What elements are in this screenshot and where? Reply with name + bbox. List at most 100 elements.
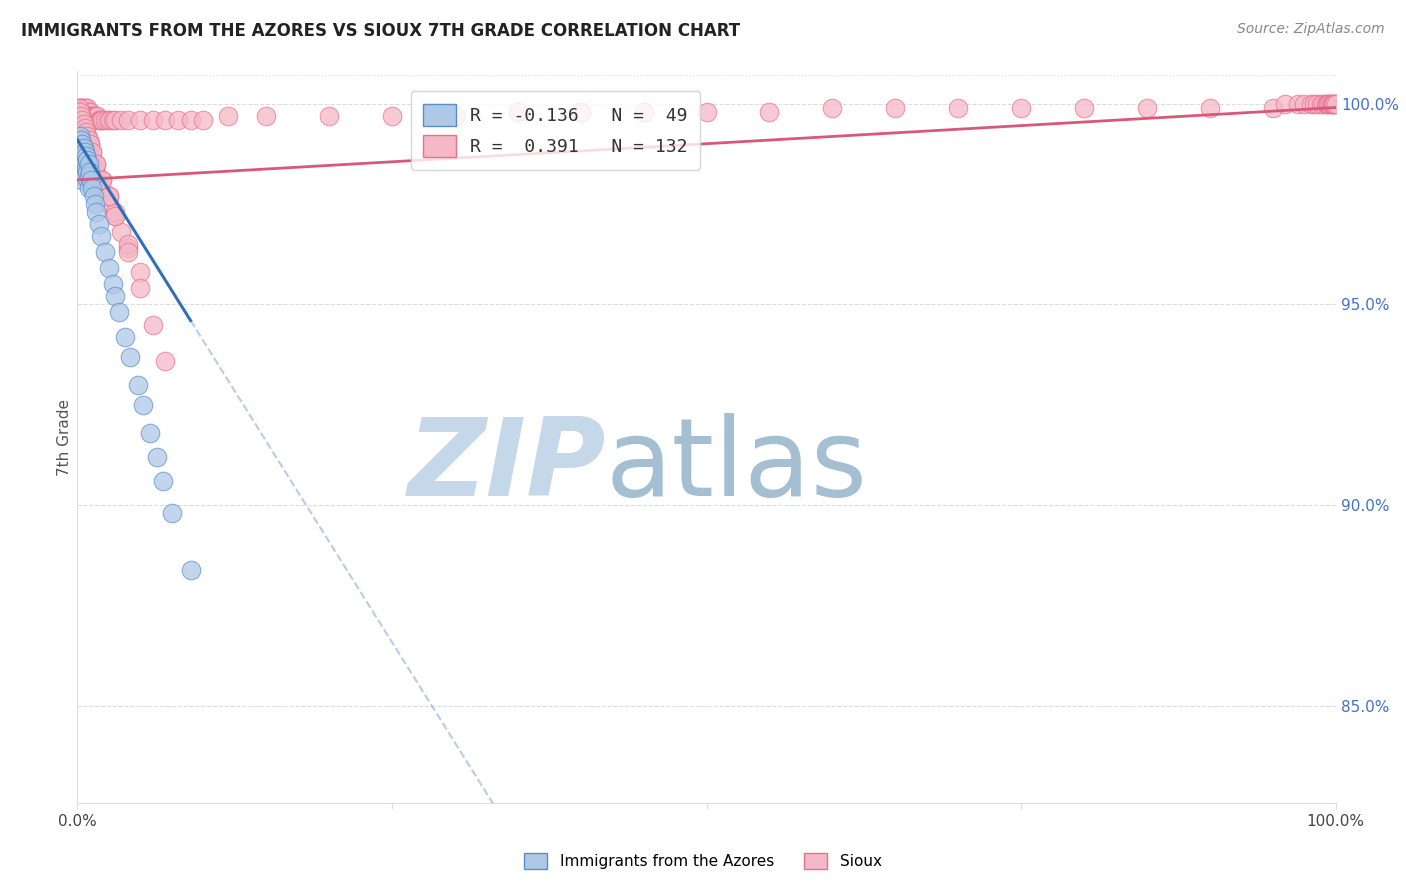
Point: [155, 353, 177, 368]
Y-axis label: 7th Grade: 7th Grade: [56, 399, 72, 475]
Point: [1320, 96, 1343, 111]
Point: [139, 425, 162, 440]
Point: [75, 149, 97, 163]
Point: [254, 109, 277, 123]
Point: [79, 165, 101, 179]
Point: [167, 112, 190, 127]
Point: [1317, 96, 1340, 111]
Point: [67, 161, 90, 175]
Point: [145, 450, 167, 465]
Point: [75, 109, 97, 123]
Point: [70, 109, 93, 123]
Point: [1319, 96, 1341, 111]
Point: [76, 153, 98, 167]
Point: [73, 169, 96, 183]
Point: [97, 261, 120, 276]
Point: [84, 109, 107, 123]
Point: [72, 101, 94, 115]
Point: [91, 173, 114, 187]
Point: [73, 120, 96, 135]
Point: [82, 181, 104, 195]
Point: [76, 128, 98, 143]
Point: [132, 398, 155, 412]
Point: [91, 185, 114, 199]
Point: [79, 136, 101, 151]
Point: [90, 112, 112, 127]
Point: [142, 318, 165, 332]
Point: [1010, 101, 1032, 115]
Point: [1323, 96, 1346, 111]
Point: [120, 350, 142, 364]
Point: [96, 112, 118, 127]
Point: [884, 101, 907, 115]
Point: [77, 104, 100, 119]
Point: [104, 112, 127, 127]
Point: [110, 225, 132, 239]
Point: [82, 153, 104, 167]
Point: [73, 104, 96, 119]
Point: [1316, 96, 1339, 111]
Legend: R = -0.136   N =  49, R =  0.391   N = 132: R = -0.136 N = 49, R = 0.391 N = 132: [411, 91, 700, 169]
Point: [67, 101, 90, 115]
Point: [70, 117, 93, 131]
Point: [1319, 96, 1341, 111]
Point: [1323, 96, 1346, 111]
Point: [69, 109, 91, 123]
Point: [69, 101, 91, 115]
Point: [77, 181, 100, 195]
Text: IMMIGRANTS FROM THE AZORES VS SIOUX 7TH GRADE CORRELATION CHART: IMMIGRANTS FROM THE AZORES VS SIOUX 7TH …: [21, 22, 740, 40]
Point: [72, 161, 94, 175]
Point: [129, 281, 152, 295]
Point: [79, 104, 101, 119]
Point: [73, 120, 96, 135]
Point: [73, 128, 96, 143]
Point: [104, 209, 127, 223]
Point: [72, 141, 94, 155]
Point: [1306, 96, 1329, 111]
Point: [72, 101, 94, 115]
Point: [180, 112, 202, 127]
Point: [79, 136, 101, 151]
Point: [1315, 96, 1337, 111]
Point: [80, 109, 103, 123]
Point: [191, 112, 215, 127]
Point: [155, 112, 177, 127]
Point: [82, 145, 104, 159]
Point: [83, 109, 105, 123]
Point: [70, 133, 93, 147]
Point: [72, 125, 94, 139]
Point: [98, 112, 121, 127]
Legend: Immigrants from the Azores, Sioux: Immigrants from the Azores, Sioux: [519, 847, 887, 875]
Point: [117, 245, 139, 260]
Text: ZIP: ZIP: [408, 413, 606, 519]
Point: [97, 189, 120, 203]
Point: [73, 145, 96, 159]
Point: [79, 145, 101, 159]
Point: [821, 101, 844, 115]
Point: [87, 217, 110, 231]
Point: [67, 104, 90, 119]
Point: [84, 109, 107, 123]
Point: [84, 157, 107, 171]
Point: [127, 377, 149, 392]
Point: [381, 109, 404, 123]
Point: [114, 329, 136, 343]
Point: [1322, 96, 1344, 111]
Point: [72, 120, 94, 135]
Point: [80, 173, 103, 187]
Point: [110, 112, 132, 127]
Point: [70, 101, 93, 115]
Point: [76, 101, 98, 115]
Point: [97, 197, 120, 211]
Point: [91, 112, 114, 127]
Point: [69, 128, 91, 143]
Point: [76, 165, 98, 179]
Point: [72, 136, 94, 151]
Point: [318, 109, 340, 123]
Point: [76, 128, 98, 143]
Point: [217, 109, 239, 123]
Point: [77, 109, 100, 123]
Point: [180, 563, 202, 577]
Point: [87, 112, 110, 127]
Point: [569, 104, 592, 119]
